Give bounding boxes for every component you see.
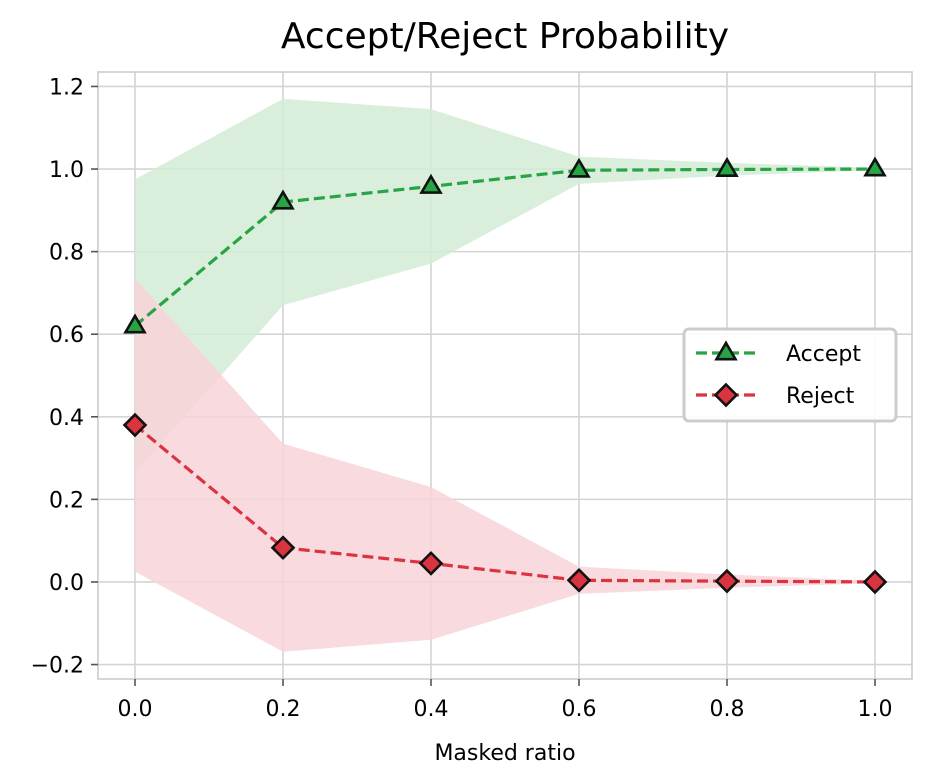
- accept-point: [123, 313, 147, 334]
- legend-entry-accept: Accept: [696, 340, 861, 367]
- legend-label: Accept: [786, 342, 861, 367]
- y-tick-label: −0.2: [31, 654, 84, 679]
- x-axis-ticks: 0.0 0.2 0.4 0.6 0.8 1.0: [118, 679, 893, 722]
- y-tick-label: 0.6: [49, 323, 84, 348]
- y-tick-label: 0.2: [49, 488, 84, 513]
- legend-label: Reject: [786, 384, 855, 409]
- accept-point: [567, 157, 591, 178]
- reject-point: [714, 568, 740, 594]
- accept-point: [715, 156, 739, 177]
- legend-swatch-marker: [714, 340, 738, 361]
- reject-point: [862, 569, 888, 595]
- accept-point: [863, 156, 887, 177]
- reject-band: [135, 278, 875, 652]
- x-tick-label: 0.6: [562, 697, 597, 722]
- accept-point: [419, 173, 443, 194]
- series-lines: [133, 167, 876, 584]
- reject-point: [418, 551, 444, 576]
- chart-title: Accept/Reject Probability: [281, 16, 729, 57]
- reject-point: [122, 412, 148, 438]
- legend-entry-reject: Reject: [696, 382, 855, 409]
- y-tick-label: 0.4: [49, 406, 84, 431]
- legend: Accept Reject: [682, 327, 898, 423]
- confidence-bands: [135, 98, 875, 652]
- y-tick-label: 0.0: [49, 571, 84, 596]
- series-markers: [122, 156, 888, 595]
- x-tick-label: 0.4: [414, 697, 449, 722]
- reject-point: [566, 567, 592, 593]
- y-tick-label: 1.0: [49, 158, 84, 183]
- legend-swatch-marker: [713, 382, 739, 408]
- x-axis-label: Masked ratio: [434, 741, 575, 766]
- accept-band: [135, 98, 875, 473]
- x-tick-label: 0.2: [266, 697, 301, 722]
- x-tick-label: 1.0: [858, 697, 893, 722]
- x-tick-label: 0.0: [118, 697, 153, 722]
- accept-line: [133, 167, 876, 328]
- plot-frame: [97, 71, 913, 680]
- reject-line: [133, 423, 876, 584]
- y-axis-ticks: −0.2 0.0 0.2 0.4 0.6 0.8 1.0 1.2: [31, 75, 98, 679]
- accept-point: [271, 189, 295, 210]
- reject-point: [270, 535, 296, 561]
- y-tick-label: 0.8: [49, 241, 84, 266]
- y-tick-label: 1.2: [49, 75, 84, 100]
- x-tick-label: 0.8: [710, 697, 745, 722]
